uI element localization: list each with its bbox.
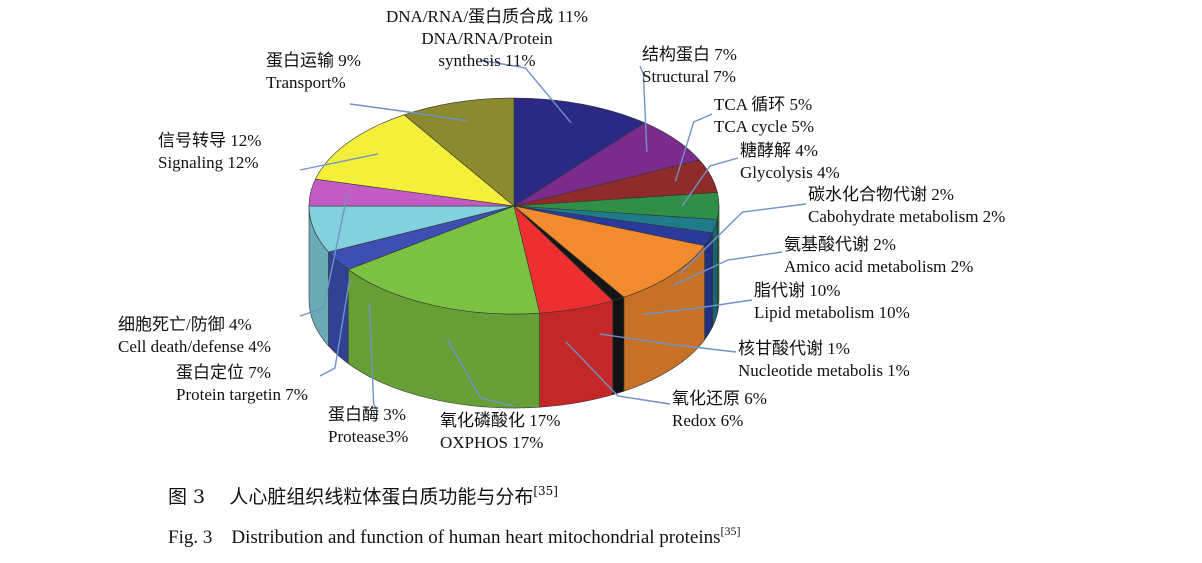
label-glycolysis: 糖酵解 4% Glycolysis 4% xyxy=(740,140,840,184)
pie-slice-signaling xyxy=(314,114,515,207)
leader-line-cabohydrate-metabolism xyxy=(678,203,807,275)
caption-en-number: Fig. 3 xyxy=(168,527,213,548)
figure-caption-en: Fig. 3 Distribution and function of huma… xyxy=(168,524,741,549)
label-signaling-en: Signaling 12% xyxy=(158,153,259,172)
figure-caption-cn: 图 3 人心脏组织线粒体蛋白质功能与分布[35] xyxy=(168,482,558,509)
caption-cn-number: 图 3 xyxy=(168,486,206,508)
leader-line-cell-death-defense xyxy=(299,194,348,317)
label-oxphos: 氧化磷酸化 17% OXPHOS 17% xyxy=(440,410,560,454)
label-transport-en: Transport% xyxy=(266,73,346,92)
label-structural-cn: 结构蛋白 7% xyxy=(642,45,737,64)
leader-line-dna-rna-protein-synthesis xyxy=(479,59,572,124)
pie-side-redox xyxy=(539,300,614,408)
caption-en-text: Distribution and function of human heart… xyxy=(231,527,721,548)
leader-line-lipid-metabolism xyxy=(643,299,753,315)
label-tca-en: TCA cycle 5% xyxy=(714,117,815,136)
label-nucleotide-en: Nucleotide metabolis 1% xyxy=(738,361,910,380)
label-signaling-cn: 信号转导 12% xyxy=(158,131,262,150)
pie-tops xyxy=(308,97,720,315)
leader-line-structural xyxy=(639,65,648,152)
label-redox-cn: 氧化还原 6% xyxy=(672,389,767,408)
label-amino-acid-cn: 氨基酸代谢 2% xyxy=(784,235,896,254)
label-nucleotide-cn: 核甘酸代谢 1% xyxy=(738,339,850,358)
label-oxphos-en: OXPHOS 17% xyxy=(440,433,544,452)
leader-line-oxphos xyxy=(446,338,515,407)
label-nucleotide: 核甘酸代谢 1% Nucleotide metabolis 1% xyxy=(738,338,910,382)
label-redox: 氧化还原 6% Redox 6% xyxy=(672,388,767,432)
label-lipid-en: Lipid metabolism 10% xyxy=(754,303,910,322)
label-cell-death: 细胞死亡/防御 4% Cell death/defense 4% xyxy=(118,314,271,358)
label-amino-acid-en: Amico acid metabolism 2% xyxy=(784,257,974,276)
leader-line-redox xyxy=(565,341,671,405)
leader-line-tca-cycle xyxy=(674,113,713,182)
pie-slice-oxphos xyxy=(347,205,541,315)
label-protease-en: Protease3% xyxy=(328,427,409,446)
leader-line-protease xyxy=(368,302,379,413)
label-tca: TCA 循环 5% TCA cycle 5% xyxy=(714,94,814,138)
label-protein-targeting-en: Protein targetin 7% xyxy=(176,385,308,404)
caption-en-ref: [35] xyxy=(720,524,741,538)
label-glycolysis-en: Glycolysis 4% xyxy=(740,163,840,182)
leader-lines xyxy=(299,59,807,413)
label-carbohydrate-cn: 碳水化合物代谢 2% xyxy=(808,185,954,204)
label-protease: 蛋白酶 3% Protease3% xyxy=(328,404,408,448)
label-structural-en: Structural 7% xyxy=(642,67,736,86)
leader-line-signaling xyxy=(299,153,379,171)
label-carbohydrate: 碳水化合物代谢 2% Cabohydrate metabolism 2% xyxy=(808,184,1005,228)
label-carbohydrate-en: Cabohydrate metabolism 2% xyxy=(808,207,1006,226)
label-cell-death-cn: 细胞死亡/防御 4% xyxy=(118,315,252,334)
pie-sides xyxy=(308,205,720,409)
leader-line-glycolysis xyxy=(681,157,739,207)
label-transport-cn: 蛋白运输 9% xyxy=(266,51,361,70)
pie-slice-lipid-metabolism xyxy=(513,205,706,298)
caption-cn-ref: [35] xyxy=(533,484,558,498)
caption-cn-text: 人心脏组织线粒体蛋白质功能与分布 xyxy=(229,486,534,508)
label-oxphos-cn: 氧化磷酸化 17% xyxy=(440,411,561,430)
label-protein-targeting: 蛋白定位 7% Protein targetin 7% xyxy=(176,362,308,406)
label-lipid: 脂代谢 10% Lipid metabolism 10% xyxy=(754,280,910,324)
label-amino-acid: 氨基酸代谢 2% Amico acid metabolism 2% xyxy=(784,234,973,278)
label-dna-rna-protein-en1: DNA/RNA/Protein xyxy=(421,29,553,48)
label-lipid-cn: 脂代谢 10% xyxy=(754,281,841,300)
leader-line-protein-targetin xyxy=(319,276,351,377)
label-cell-death-en: Cell death/defense 4% xyxy=(118,337,271,356)
label-dna-rna-protein-en2: synthesis 11% xyxy=(438,51,536,70)
pie-slice-transport xyxy=(403,97,515,207)
label-protease-cn: 蛋白酶 3% xyxy=(328,405,406,424)
label-dna-rna-protein-cn: DNA/RNA/蛋白质合成 11% xyxy=(386,7,588,26)
label-signaling: 信号转导 12% Signaling 12% xyxy=(158,130,261,174)
label-tca-cn: TCA 循环 5% xyxy=(714,95,813,114)
label-redox-en: Redox 6% xyxy=(672,411,744,430)
label-structural: 结构蛋白 7% Structural 7% xyxy=(642,44,737,88)
leader-line-amico-acid-metabolism xyxy=(673,251,783,286)
leader-line-nucleotide-metabolis xyxy=(599,333,737,353)
label-dna-rna-protein: DNA/RNA/蛋白质合成 11% DNA/RNA/Protein synthe… xyxy=(386,6,588,72)
label-transport: 蛋白运输 9% Transport% xyxy=(266,50,361,94)
pie-side-nucleotide-metabolis xyxy=(612,296,625,396)
leader-line-transport xyxy=(349,103,468,122)
pie-side-cabohydrate-metabolism xyxy=(712,219,718,327)
label-glycolysis-cn: 糖酵解 4% xyxy=(740,141,818,160)
pie-slice-dna-rna-protein-synthesis xyxy=(513,97,646,207)
label-protein-targeting-cn: 蛋白定位 7% xyxy=(176,363,271,382)
